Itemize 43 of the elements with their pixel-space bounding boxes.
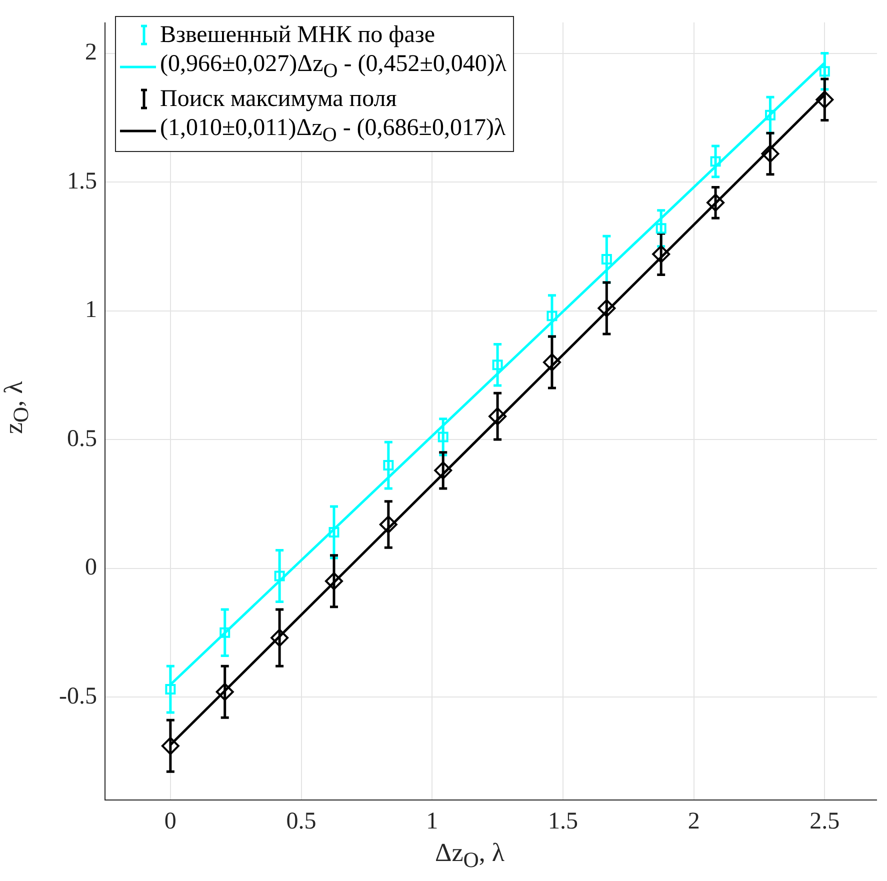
point — [656, 223, 666, 234]
point — [274, 570, 285, 582]
point — [216, 682, 234, 701]
point — [383, 460, 394, 471]
point — [328, 526, 340, 538]
point — [819, 66, 830, 77]
point — [542, 353, 561, 372]
y-tick-label: 0.5 — [67, 426, 97, 452]
point — [324, 572, 343, 590]
point — [270, 628, 289, 647]
y-tick-label: 1.5 — [67, 168, 97, 194]
point — [546, 310, 558, 322]
point — [601, 254, 612, 265]
point — [220, 627, 230, 638]
x-tick-label: 1.5 — [548, 808, 578, 835]
point — [488, 407, 507, 426]
point — [652, 245, 670, 264]
x-tick-label: 2 — [688, 808, 700, 835]
x-tick-label: 1 — [426, 808, 438, 835]
point — [761, 144, 780, 163]
point — [598, 299, 616, 318]
legend-label: (1,010±0,011)Δz$_{O}$ - (0,686±0,017)λ — [160, 115, 506, 147]
point — [379, 515, 398, 534]
point — [710, 156, 721, 167]
legend-label: Поиск максимума поля — [160, 86, 397, 112]
y-tick-label: -0.5 — [59, 683, 97, 710]
point — [434, 461, 452, 480]
point — [706, 194, 725, 212]
point — [165, 684, 176, 695]
point — [438, 432, 448, 442]
point — [816, 90, 834, 109]
point — [492, 360, 503, 370]
x-tick-label: 2.5 — [810, 808, 840, 835]
point — [764, 110, 776, 120]
y-tick-label: 1 — [85, 297, 97, 324]
legend-label: (0,966±0,027)Δz$_{O}$ - (0,452±0,040)λ — [160, 51, 506, 83]
point — [161, 736, 180, 755]
x-axis-title: Δz$_{O}$, λ — [435, 838, 505, 874]
x-tick-label: 0 — [164, 808, 176, 835]
y-tick-label: 0 — [85, 554, 97, 581]
legend-label: Взвешенный МНК по фазе — [160, 22, 435, 48]
y-tick-label: 2 — [85, 40, 97, 66]
x-tick-label: 0.5 — [286, 808, 316, 835]
